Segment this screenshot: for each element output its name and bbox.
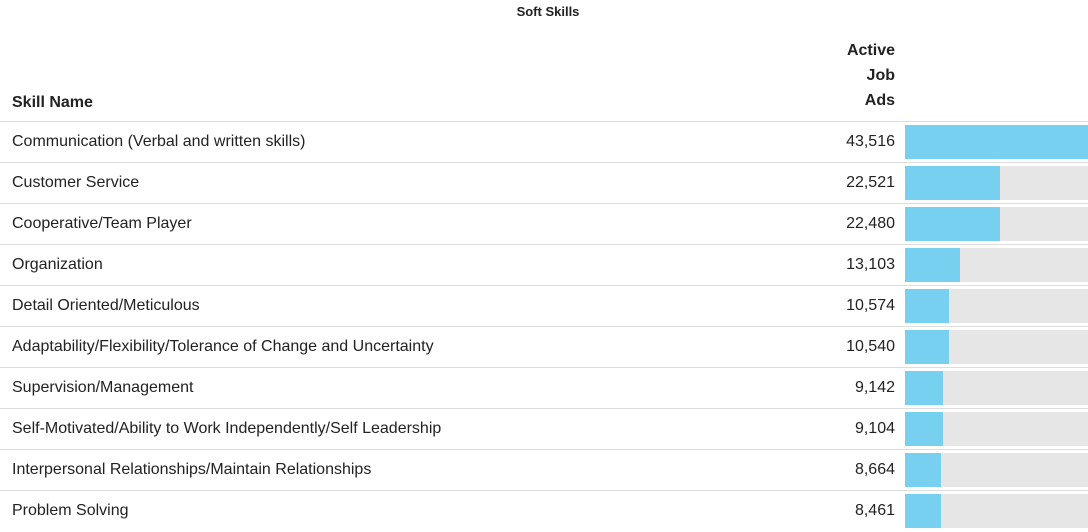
- bar: [905, 166, 1000, 200]
- skill-name: Interpersonal Relationships/Maintain Rel…: [12, 460, 372, 478]
- bar: [905, 125, 1088, 159]
- row-divider: [0, 121, 1088, 122]
- chart-title: Soft Skills: [516, 4, 580, 19]
- row-divider: [0, 326, 1088, 327]
- value-label: 22,480: [846, 214, 895, 232]
- value-label: 9,104: [854, 419, 895, 437]
- bar: [905, 330, 950, 364]
- bar: [905, 371, 944, 405]
- row-divider: [0, 203, 1088, 204]
- column-header: Skill Name: [12, 94, 93, 111]
- skill-name: Detail Oriented/Meticulous: [12, 296, 200, 314]
- skill-name: Customer Service: [12, 173, 140, 191]
- skill-name: Problem Solving: [12, 501, 129, 519]
- column-header: Active Job Ads: [846, 42, 895, 109]
- skill-name: Adaptability/Flexibility/Tolerance of Ch…: [12, 337, 434, 355]
- value-label: 9,142: [854, 378, 895, 396]
- row-divider: [0, 449, 1088, 450]
- value-label: 22,521: [846, 173, 895, 191]
- value-label: 10,574: [846, 296, 895, 314]
- row-divider: [0, 490, 1088, 491]
- skill-name: Supervision/Management: [12, 378, 194, 396]
- value-label: 13,103: [846, 255, 895, 273]
- row-divider: [0, 244, 1088, 245]
- row-divider: [0, 408, 1088, 409]
- value-label: 8,664: [854, 460, 895, 478]
- bar: [905, 412, 944, 446]
- bar: [905, 494, 941, 528]
- bar: [905, 248, 961, 282]
- value-label: 10,540: [846, 337, 895, 355]
- bar: [905, 207, 1000, 241]
- value-label: 8,461: [854, 501, 895, 519]
- skill-name: Organization: [12, 255, 103, 273]
- row-divider: [0, 285, 1088, 286]
- bar: [905, 453, 942, 487]
- row-divider: [0, 367, 1088, 368]
- value-label: 43,516: [846, 132, 895, 150]
- row-divider: [0, 162, 1088, 163]
- bar: [905, 289, 950, 323]
- skill-name: Self-Motivated/Ability to Work Independe…: [12, 419, 442, 437]
- skill-name: Cooperative/Team Player: [12, 214, 192, 232]
- skill-name: Communication (Verbal and written skills…: [12, 132, 306, 150]
